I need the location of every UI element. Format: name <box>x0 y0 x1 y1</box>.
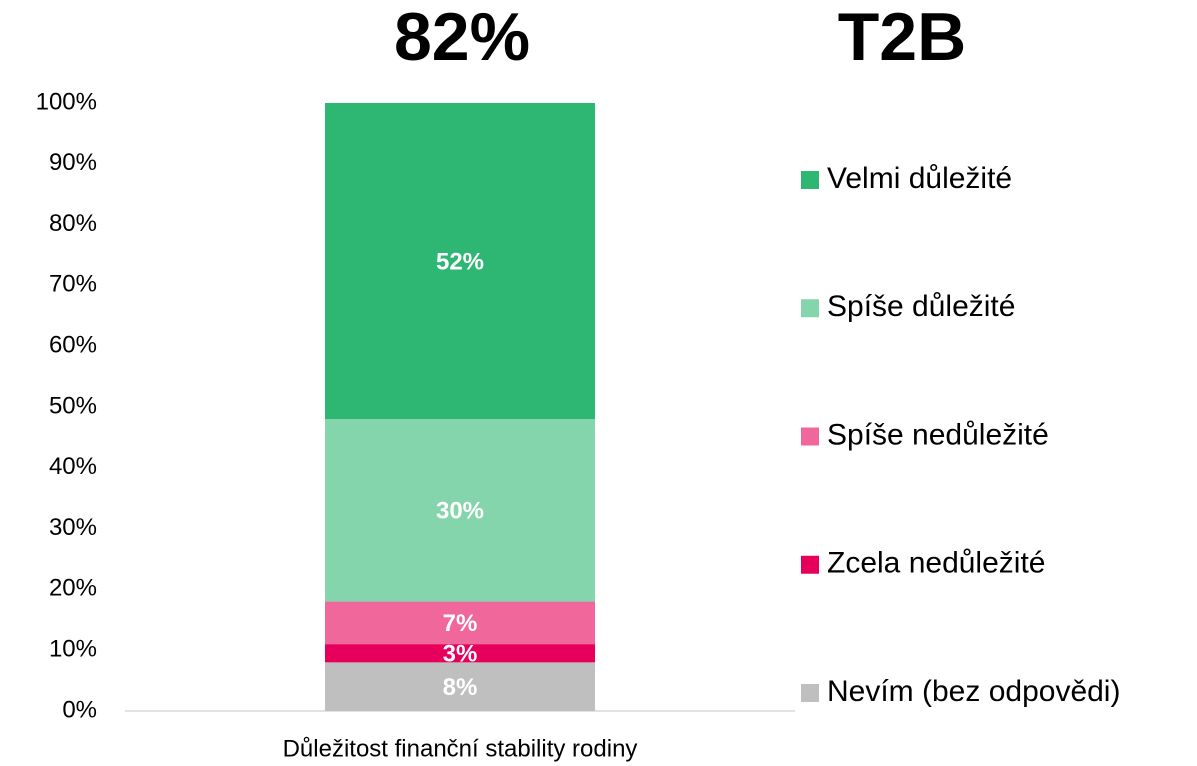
y-tick-label: 20% <box>49 575 97 602</box>
annotation: T2B <box>838 0 966 75</box>
y-tick-label: 0% <box>62 696 97 723</box>
y-tick-label: 50% <box>49 392 97 419</box>
y-tick-label: 40% <box>49 453 97 480</box>
y-tick-label: 30% <box>49 514 97 541</box>
legend-swatch <box>801 684 819 702</box>
legend-label: Spíše důležité <box>827 290 1015 323</box>
data-label: 30% <box>436 498 484 525</box>
data-label: 52% <box>436 248 484 275</box>
bar-segment <box>325 644 595 663</box>
y-tick-label: 60% <box>49 332 97 359</box>
bar-segment <box>325 419 595 602</box>
legend-label: Spíše nedůležité <box>827 418 1049 451</box>
y-tick-label: 80% <box>49 210 97 237</box>
legend-label: Velmi důležité <box>827 162 1012 195</box>
legend-swatch <box>801 299 819 318</box>
legend-swatch <box>801 555 819 574</box>
annotation: 82% <box>394 0 530 75</box>
y-tick-label: 100% <box>36 88 97 115</box>
data-label: 7% <box>443 610 478 637</box>
data-label: 3% <box>443 641 478 668</box>
bar-segment <box>325 662 595 711</box>
bar-segment <box>325 601 595 645</box>
x-tick-label: Důležitost finanční stability rodiny <box>283 735 638 762</box>
legend-label: Zcela nedůležité <box>827 547 1045 580</box>
legend-swatch <box>801 171 819 189</box>
bar-segment <box>325 103 595 420</box>
y-tick-label: 70% <box>49 271 97 298</box>
legend-label: Nevím (bez odpovědi) <box>827 675 1120 708</box>
data-label: 8% <box>443 674 478 701</box>
legend-swatch <box>801 427 819 446</box>
y-tick-label: 10% <box>49 636 97 663</box>
y-tick-label: 90% <box>49 149 97 176</box>
